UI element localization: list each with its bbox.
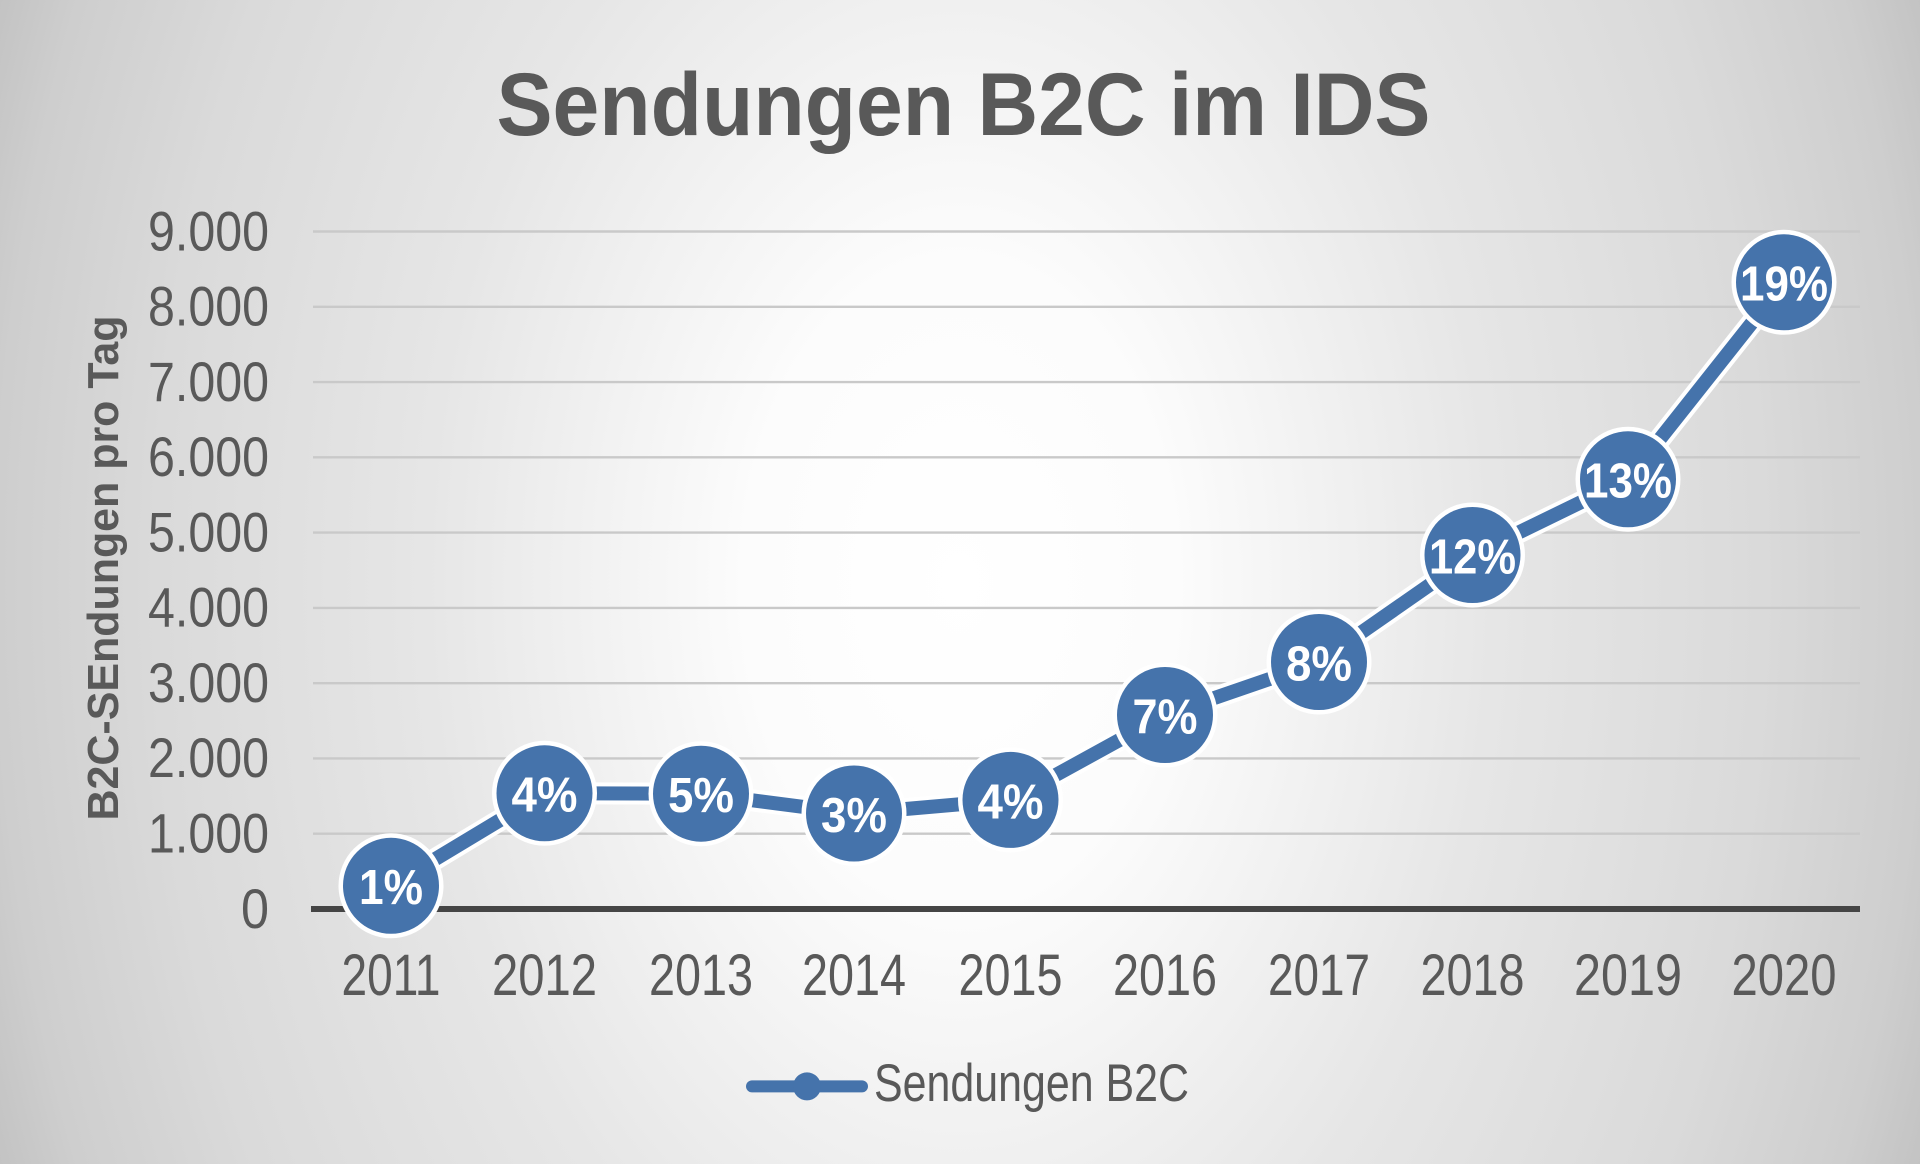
svg-text:13%: 13% xyxy=(1584,455,1672,509)
svg-text:1.000: 1.000 xyxy=(148,802,269,865)
svg-text:5%: 5% xyxy=(668,769,734,823)
svg-text:2020: 2020 xyxy=(1732,943,1837,1008)
svg-text:7.000: 7.000 xyxy=(148,350,269,413)
svg-text:6.000: 6.000 xyxy=(148,425,269,488)
svg-text:8.000: 8.000 xyxy=(148,275,269,338)
svg-text:4%: 4% xyxy=(512,769,578,823)
svg-text:4.000: 4.000 xyxy=(148,576,269,639)
svg-text:3.000: 3.000 xyxy=(148,651,269,714)
svg-text:8%: 8% xyxy=(1286,637,1352,691)
svg-text:2016: 2016 xyxy=(1113,943,1217,1008)
svg-text:1%: 1% xyxy=(359,861,423,915)
svg-text:3%: 3% xyxy=(821,789,887,843)
svg-text:4%: 4% xyxy=(978,775,1044,829)
svg-text:2012: 2012 xyxy=(492,943,597,1008)
svg-text:Sendungen B2C: Sendungen B2C xyxy=(874,1054,1189,1113)
svg-text:12%: 12% xyxy=(1429,530,1516,584)
svg-text:2011: 2011 xyxy=(342,943,441,1008)
svg-text:5.000: 5.000 xyxy=(148,500,269,563)
svg-text:2013: 2013 xyxy=(649,943,753,1008)
svg-text:2015: 2015 xyxy=(959,943,1063,1008)
svg-text:2018: 2018 xyxy=(1421,943,1525,1008)
svg-text:9.000: 9.000 xyxy=(148,199,269,262)
svg-text:19%: 19% xyxy=(1740,258,1828,312)
svg-text:2014: 2014 xyxy=(802,943,906,1008)
svg-text:7%: 7% xyxy=(1133,690,1198,744)
svg-text:2019: 2019 xyxy=(1574,943,1682,1008)
svg-text:Sendungen B2C im IDS: Sendungen B2C im IDS xyxy=(497,54,1431,154)
svg-text:B2C-SEndungen pro Tag: B2C-SEndungen pro Tag xyxy=(79,316,128,821)
svg-text:2017: 2017 xyxy=(1268,943,1370,1008)
svg-text:0: 0 xyxy=(241,877,269,940)
svg-text:2.000: 2.000 xyxy=(148,726,269,789)
